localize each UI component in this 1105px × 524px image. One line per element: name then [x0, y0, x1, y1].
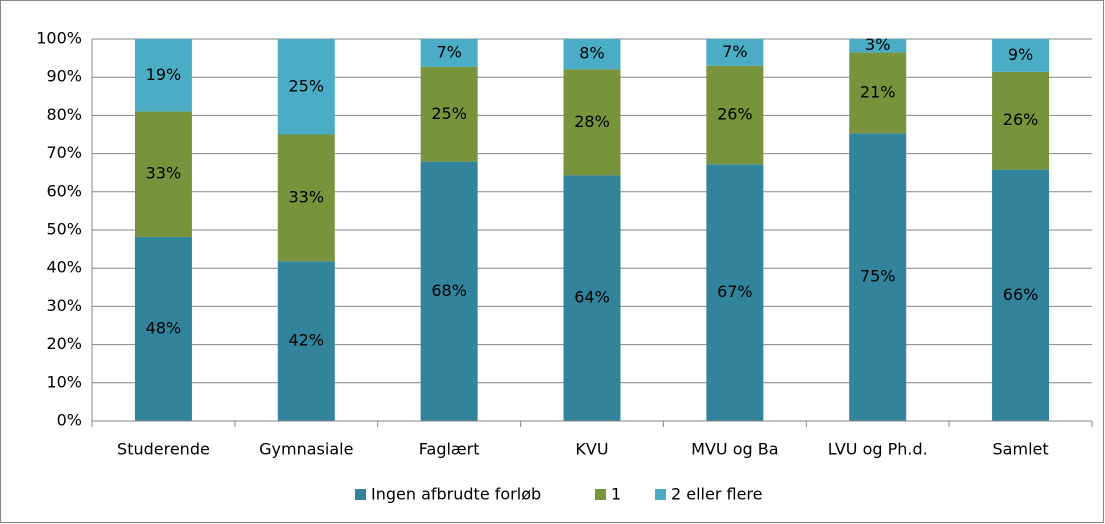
data-label: 75% [860, 267, 896, 286]
data-label: 25% [431, 104, 467, 123]
data-label: 66% [1003, 285, 1039, 304]
bar-segment [992, 169, 1050, 421]
bar-segment [992, 39, 1050, 72]
bar-segment [134, 111, 192, 237]
bar-segment [706, 164, 764, 421]
bar-segment [134, 236, 192, 421]
bar-segment [563, 39, 621, 70]
x-tick-label: KVU [575, 440, 608, 459]
legend-label: 2 eller flere [671, 485, 763, 504]
y-tick-label: 70% [46, 143, 82, 162]
x-tick-label: Gymnasiale [259, 440, 353, 459]
y-tick-label: 10% [46, 372, 82, 391]
data-label: 9% [1008, 45, 1033, 64]
bar-segment [563, 69, 621, 176]
legend-label: Ingen afbrudte forløb [371, 485, 541, 504]
data-label: 8% [579, 44, 604, 63]
bar-segment [992, 71, 1050, 170]
bar-segment [706, 65, 764, 165]
y-tick-label: 30% [46, 296, 82, 315]
data-label: 48% [146, 318, 182, 337]
bar-segment [706, 39, 764, 66]
bar-segment [420, 66, 478, 162]
bar-segment [277, 261, 335, 421]
data-label: 67% [717, 282, 753, 301]
data-label: 26% [717, 105, 753, 124]
bar-segment [420, 161, 478, 421]
y-tick-label: 50% [46, 220, 82, 239]
data-label: 3% [865, 35, 890, 54]
x-tick-label: MVU og Ba [691, 440, 778, 459]
legend-label: 1 [611, 485, 621, 504]
data-label: 21% [860, 82, 896, 101]
legend-swatch [355, 489, 366, 500]
x-tick-label: Studerende [117, 440, 210, 459]
data-label: 25% [289, 76, 325, 95]
y-tick-label: 100% [36, 29, 82, 48]
bar-segment [849, 39, 907, 53]
bar-segment [420, 39, 478, 67]
x-tick-label: Samlet [993, 440, 1049, 459]
y-tick-label: 90% [46, 67, 82, 86]
data-label: 7% [722, 42, 747, 61]
bar-segment [277, 39, 335, 135]
bar-segment [134, 39, 192, 112]
data-label: 64% [574, 288, 610, 307]
x-tick-label: Faglært [419, 440, 480, 459]
data-label: 68% [431, 281, 467, 300]
bar-segment [849, 133, 907, 421]
data-label: 26% [1003, 110, 1039, 129]
legend-swatch [655, 489, 666, 500]
x-tick-label: LVU og Ph.d. [828, 440, 928, 459]
y-tick-label: 20% [46, 334, 82, 353]
y-tick-label: 60% [46, 181, 82, 200]
y-tick-label: 0% [57, 411, 82, 430]
bar-segment [277, 134, 335, 262]
y-tick-label: 80% [46, 105, 82, 124]
data-label: 42% [289, 331, 325, 350]
data-label: 19% [146, 65, 182, 84]
data-label: 28% [574, 112, 610, 131]
bar-segment [849, 52, 907, 134]
data-label: 33% [146, 164, 182, 183]
data-label: 33% [289, 187, 325, 206]
legend-swatch [595, 489, 606, 500]
data-label: 7% [436, 42, 461, 61]
y-tick-label: 40% [46, 258, 82, 277]
bar-segment [563, 175, 621, 421]
